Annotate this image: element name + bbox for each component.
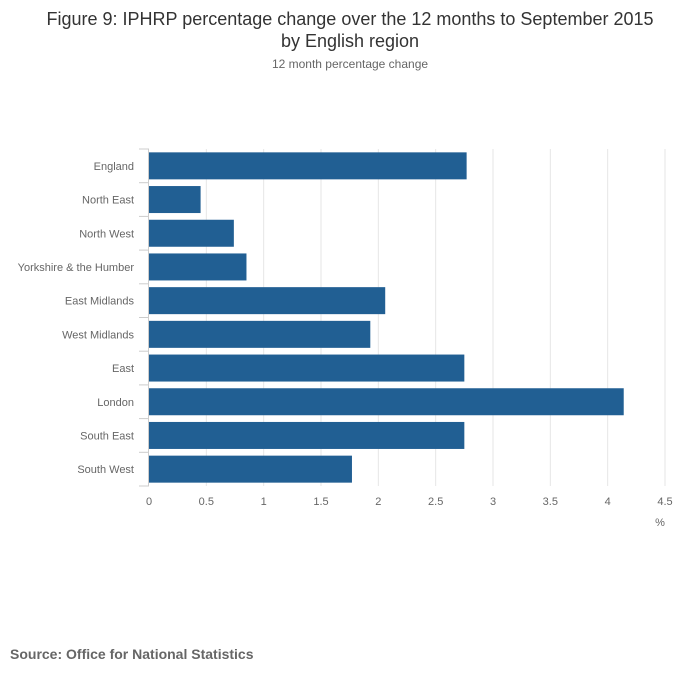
category-label: West Midlands xyxy=(62,329,134,341)
category-label: North West xyxy=(79,228,134,240)
x-tick-label: 2.5 xyxy=(428,496,443,508)
bar-east xyxy=(149,354,465,382)
bar-east-midlands xyxy=(149,287,386,315)
x-tick-label: 4 xyxy=(605,496,611,508)
category-label: South West xyxy=(77,464,134,476)
x-tick-label: 3.5 xyxy=(543,496,558,508)
chart-title: Figure 9: IPHRP percentage change over t… xyxy=(0,8,700,52)
category-label: London xyxy=(97,397,134,409)
bar-south-east xyxy=(149,421,465,449)
x-tick-label: 2 xyxy=(375,496,381,508)
x-tick-label: 0.5 xyxy=(199,496,214,508)
x-tick-label: 1.5 xyxy=(313,496,328,508)
category-label: North East xyxy=(82,195,134,207)
chart-title-line-1: Figure 9: IPHRP percentage change over t… xyxy=(46,9,654,29)
category-label: England xyxy=(94,161,134,173)
category-label: East Midlands xyxy=(65,296,135,308)
x-tick-label: 1 xyxy=(261,496,267,508)
x-axis-label: % xyxy=(655,517,665,529)
source-note: Source: Office for National Statistics xyxy=(10,646,254,662)
category-label: East xyxy=(112,363,134,375)
x-tick-label: 3 xyxy=(490,496,496,508)
category-label: Yorkshire & the Humber xyxy=(18,262,135,274)
category-label: South East xyxy=(80,430,134,442)
bar-north-east xyxy=(149,186,201,214)
bar-yorkshire-the-humber xyxy=(149,253,247,281)
bar-south-west xyxy=(149,455,352,483)
x-tick-label: 0 xyxy=(146,496,152,508)
x-tick-label: 4.5 xyxy=(657,496,672,508)
chart-subtitle: 12 month percentage change xyxy=(271,57,429,71)
bar-north-west xyxy=(149,219,234,247)
bar-london xyxy=(149,388,624,416)
bar-england xyxy=(149,152,467,180)
bar-west-midlands xyxy=(149,320,371,348)
chart-title-line-2: by English region xyxy=(280,31,420,51)
